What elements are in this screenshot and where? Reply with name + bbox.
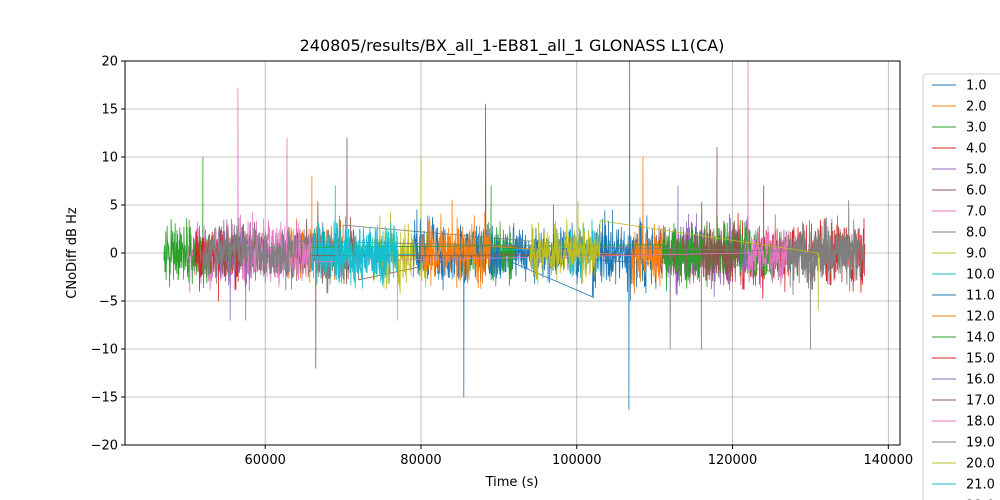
x-tick-label: 100000 (552, 453, 602, 468)
series-line-19-0 (202, 217, 858, 321)
legend-entry: 14.0 (966, 331, 995, 346)
y-tick-label: 20 (101, 55, 118, 70)
legend-entry: 5.0 (966, 163, 987, 178)
legend-entry: 19.0 (966, 436, 995, 451)
legend-entry: 2.0 (966, 100, 987, 115)
legend-entry: 20.0 (966, 457, 995, 472)
y-tick-label: −5 (99, 295, 118, 310)
legend-entry: 3.0 (966, 121, 987, 136)
legend-entry: 9.0 (966, 247, 987, 262)
ticks: 60000 80000 100000 120000 140000 −20 −15 −10 −5 0… (91, 55, 914, 469)
x-tick-label: 140000 (863, 453, 913, 468)
legend-entry: 11.0 (966, 289, 995, 304)
y-tick-label: −15 (91, 391, 118, 406)
y-tick-label: 5 (110, 199, 118, 214)
legend-entry: 7.0 (966, 205, 987, 220)
x-axis-label: Time (s) (485, 475, 539, 490)
y-tick-label: 0 (110, 247, 118, 262)
y-tick-label: 10 (101, 151, 118, 166)
legend-entry: 18.0 (966, 415, 995, 430)
legend-entry: 1.0 (966, 79, 987, 94)
legend-entry: 10.0 (966, 268, 995, 283)
chart-title: 240805/results/BX_all_1-EB81_all_1 GLONA… (300, 36, 725, 56)
series-layer (163, 60, 866, 410)
legend: 1.0 2.0 3.0 4.0 5.0 6.0 7.0 8.0 9.0 10.0 11.0 12.0 1… (922, 73, 1000, 500)
y-tick-label: 15 (101, 103, 118, 118)
y-tick-label: −10 (91, 343, 118, 358)
series-line-17-0 (218, 202, 741, 282)
series-line-14-0 (163, 156, 772, 292)
y-axis-label: CNoDiff dB Hz (65, 207, 80, 299)
x-tick-label: 80000 (400, 453, 441, 468)
legend-entry: 12.0 (966, 310, 995, 325)
legend-entry: 22.0 (966, 499, 995, 500)
legend-entry: 16.0 (966, 373, 995, 388)
legend-entry: 6.0 (966, 184, 987, 199)
y-tick-label: −20 (91, 439, 118, 454)
legend-entry: 17.0 (966, 394, 995, 409)
series-line-21-0 (334, 216, 398, 289)
legend-entry: 21.0 (966, 478, 995, 493)
legend-entry: 8.0 (966, 226, 987, 241)
x-tick-label: 60000 (245, 453, 286, 468)
legend-entry: 15.0 (966, 352, 995, 367)
legend-box (922, 73, 1000, 500)
series-line-20-0 (529, 201, 819, 311)
legend-entry: 4.0 (966, 142, 987, 157)
x-tick-label: 120000 (708, 453, 758, 468)
